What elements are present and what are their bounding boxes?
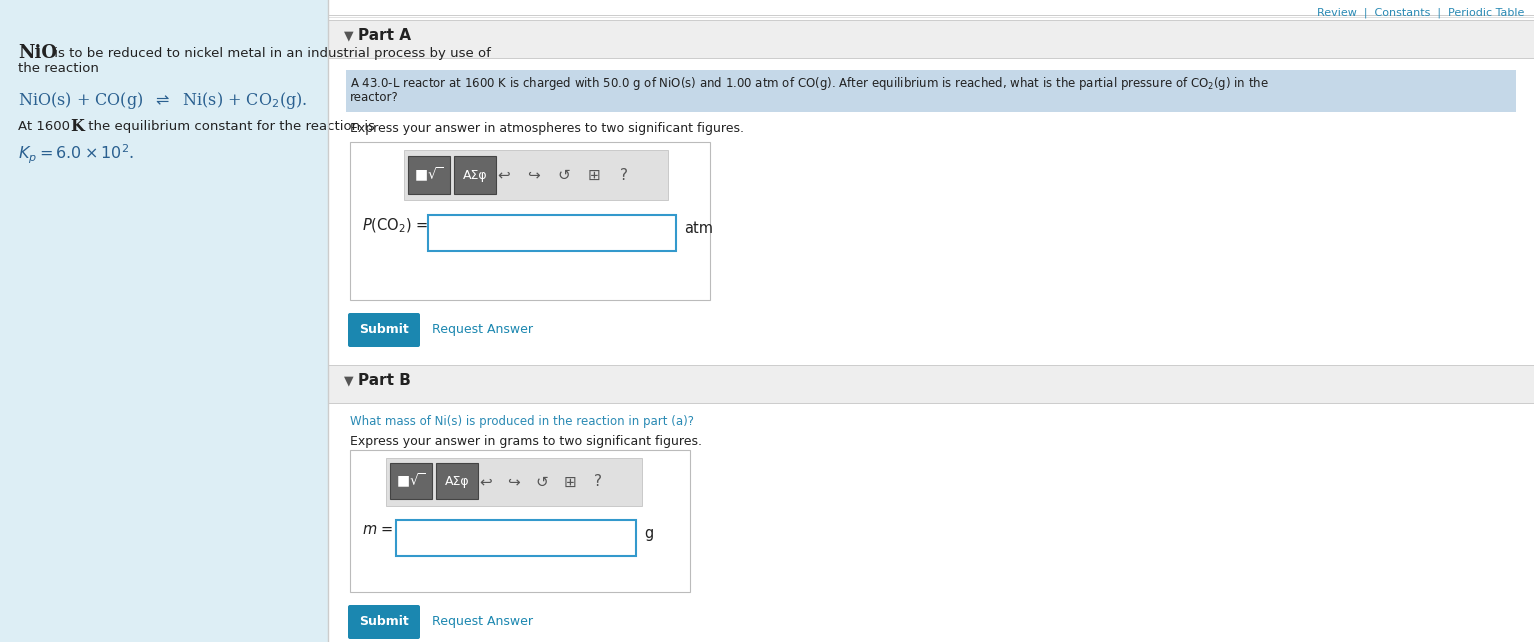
Text: NiO: NiO [18,44,57,62]
Text: g: g [644,526,653,541]
Text: $\blacksquare\sqrt{\,}$: $\blacksquare\sqrt{\,}$ [396,472,426,490]
Bar [454,156,495,194]
Text: A 43.0-L reactor at 1600 K is charged with 50.0 g of NiO(s) and 1.00 atm of CO(g: A 43.0-L reactor at 1600 K is charged wi… [350,75,1269,92]
Text: ⊞: ⊞ [563,474,577,489]
Bar [328,365,1534,403]
Bar [390,463,433,499]
Text: At 1600: At 1600 [18,120,74,133]
Bar [328,0,1534,642]
Text: $P(\mathrm{CO_2})$ =: $P(\mathrm{CO_2})$ = [362,217,428,236]
Text: ⊞: ⊞ [588,168,600,182]
Text: the reaction: the reaction [18,62,98,75]
Text: $m$ =: $m$ = [362,522,394,537]
Bar [408,156,449,194]
Text: ?: ? [594,474,601,489]
Text: ?: ? [620,168,627,182]
Bar [403,150,667,200]
Text: reactor?: reactor? [350,91,399,104]
Bar [350,450,690,592]
Text: Review  |  Constants  |  Periodic Table: Review | Constants | Periodic Table [1316,8,1523,19]
Text: Submit: Submit [359,615,410,628]
Bar [350,142,710,300]
Text: Express your answer in grams to two significant figures.: Express your answer in grams to two sign… [350,435,703,448]
Text: AΣφ: AΣφ [463,168,488,182]
Text: is to be reduced to nickel metal in an industrial process by use of: is to be reduced to nickel metal in an i… [51,47,491,60]
Bar [0,0,328,642]
Text: Part B: Part B [357,373,411,388]
Text: ↪: ↪ [528,168,540,182]
Text: AΣφ: AΣφ [445,474,469,487]
Bar [328,20,1534,58]
Bar [11,30,318,300]
Text: $\blacksquare\sqrt{\,}$: $\blacksquare\sqrt{\,}$ [414,166,443,184]
Text: Request Answer: Request Answer [433,615,532,628]
Text: ↩: ↩ [497,168,511,182]
Bar [428,215,676,251]
FancyBboxPatch shape [348,605,420,639]
Text: Request Answer: Request Answer [433,323,532,336]
Text: ↪: ↪ [508,474,520,489]
Bar [396,520,637,556]
Text: K: K [71,118,84,135]
Text: What mass of Ni(s) is produced in the reaction in part (a)?: What mass of Ni(s) is produced in the re… [350,415,693,428]
Bar [387,458,643,506]
Text: ↺: ↺ [535,474,548,489]
Bar [347,70,1516,112]
Text: ▼: ▼ [344,374,354,387]
Text: ▼: ▼ [344,29,354,42]
Text: atm: atm [684,221,713,236]
Text: Submit: Submit [359,323,410,336]
Text: $K_p = 6.0 \times 10^2$.: $K_p = 6.0 \times 10^2$. [18,143,135,166]
Text: the equilibrium constant for the reaction is: the equilibrium constant for the reactio… [84,120,374,133]
FancyBboxPatch shape [348,313,420,347]
Text: ↩: ↩ [480,474,492,489]
Text: ↺: ↺ [558,168,571,182]
Text: Express your answer in atmospheres to two significant figures.: Express your answer in atmospheres to tw… [350,122,744,135]
Text: Part A: Part A [357,28,411,43]
Text: NiO(s) + CO(g)  $\rightleftharpoons$  Ni(s) + CO$_2$(g).: NiO(s) + CO(g) $\rightleftharpoons$ Ni(s… [18,90,307,111]
Bar [436,463,479,499]
